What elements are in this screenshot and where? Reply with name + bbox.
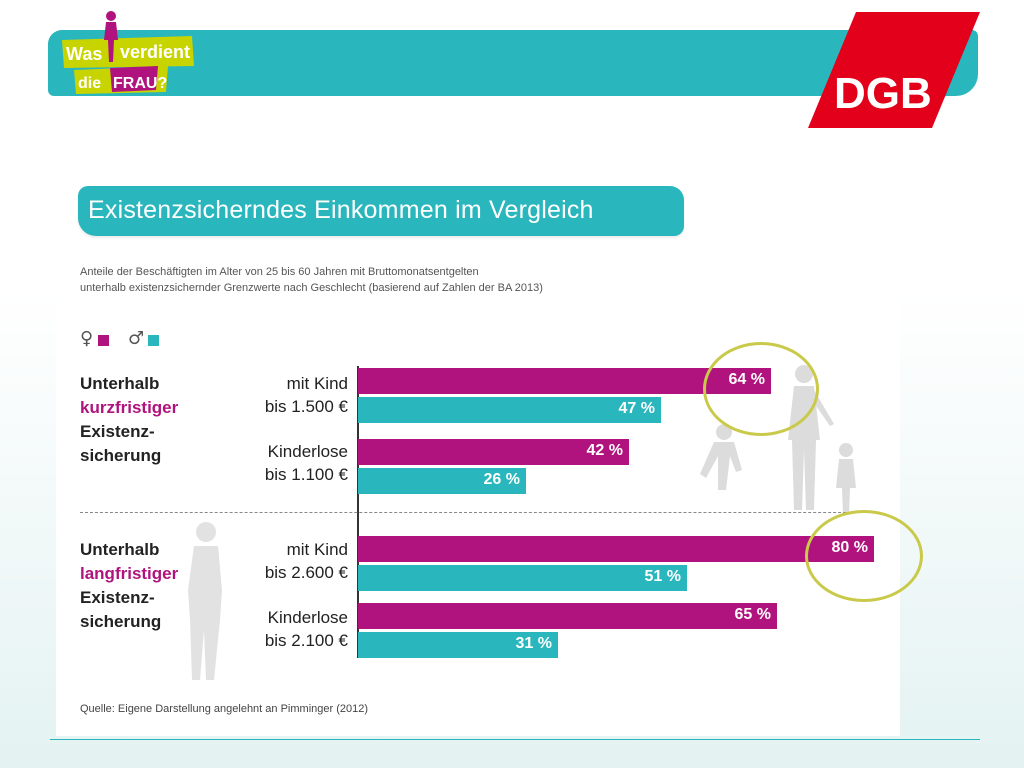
- category-label-line: Kinderlose: [267, 442, 348, 461]
- category-label: Kinderlose bis 1.100 €: [178, 440, 348, 486]
- woman-figure-icon: [104, 11, 118, 62]
- chart-subtitle: Anteile der Beschäftigten im Alter von 2…: [80, 264, 600, 296]
- group-label-accent: kurzfristiger: [80, 398, 179, 417]
- group-label-line: Unterhalb: [80, 540, 160, 559]
- category-label-line: bis 2.100 €: [264, 631, 348, 650]
- subtitle-line-2: unterhalb existenzsichernder Grenzwerte …: [80, 282, 543, 294]
- bar-value-label: 31 %: [515, 635, 552, 652]
- title-bar: Existenzsicherndes Einkommen im Vergleic…: [78, 186, 684, 236]
- dgb-logo: DGB: [808, 12, 980, 128]
- group-label-line: sicherung: [80, 446, 162, 465]
- woman-silhouette-icon: [188, 522, 222, 680]
- dgb-logo-text: DGB: [834, 69, 932, 118]
- bar-value-label: 42 %: [586, 442, 623, 459]
- group-label-langfristig: Unterhalb langfristiger Existenz- sicher…: [80, 538, 178, 634]
- source-note: Quelle: Eigene Darstellung angelehnt an …: [80, 703, 369, 715]
- legend-male-symbol: ♂: [128, 328, 145, 349]
- legend-female-symbol: ♀: [80, 328, 94, 349]
- group-label-accent: langfristiger: [80, 564, 179, 583]
- bar-men: 31 %: [358, 632, 558, 658]
- logo-word-die: die: [78, 75, 101, 92]
- logo-word-frau: FRAU?: [113, 75, 167, 92]
- bar-women: 65 %: [358, 603, 777, 629]
- bar-value-label: 47 %: [618, 400, 655, 417]
- subtitle-line-1: Anteile der Beschäftigten im Alter von 2…: [80, 266, 479, 278]
- group-divider: [80, 512, 876, 513]
- legend-male-swatch: [148, 335, 159, 346]
- bar-value-label: 65 %: [734, 606, 771, 623]
- group-label-line: Existenz-: [80, 422, 155, 441]
- bar-women: 42 %: [358, 439, 629, 465]
- category-label: Kinderlose bis 2.100 €: [178, 606, 348, 652]
- chart-title: Existenzsicherndes Einkommen im Vergleic…: [88, 196, 594, 224]
- bar-value-label: 51 %: [644, 568, 681, 585]
- bar-value-label: 26 %: [483, 471, 520, 488]
- category-label-line: mit Kind: [286, 374, 348, 393]
- group-label-line: sicherung: [80, 612, 162, 631]
- logo-word-was: Was: [66, 44, 102, 64]
- category-label-line: bis 2.600 €: [264, 563, 348, 582]
- legend-female-swatch: [98, 335, 109, 346]
- group-label-line: Unterhalb: [80, 374, 160, 393]
- bottom-rule: [50, 739, 980, 740]
- bar-men: 51 %: [358, 565, 687, 591]
- highlight-circle: [805, 510, 923, 602]
- bar-men: 26 %: [358, 468, 526, 494]
- category-label: mit Kind bis 2.600 €: [178, 538, 348, 584]
- header-band: [48, 30, 978, 96]
- was-verdient-die-frau-logo: Was verdient die FRAU?: [58, 10, 208, 100]
- group-label-kurzfristig: Unterhalb kurzfristiger Existenz- sicher…: [80, 372, 178, 468]
- category-label-line: mit Kind: [286, 540, 348, 559]
- group-label-line: Existenz-: [80, 588, 155, 607]
- category-label-line: Kinderlose: [267, 608, 348, 627]
- category-label-line: bis 1.100 €: [264, 465, 348, 484]
- bar-women: 80 %: [358, 536, 874, 562]
- logo-graphic: Was verdient die FRAU?: [62, 11, 194, 94]
- category-label-line: bis 1.500 €: [264, 397, 348, 416]
- bar-men: 47 %: [358, 397, 661, 423]
- logo-word-verdient: verdient: [120, 42, 190, 62]
- category-label: mit Kind bis 1.500 €: [178, 372, 348, 418]
- highlight-circle: [703, 342, 819, 436]
